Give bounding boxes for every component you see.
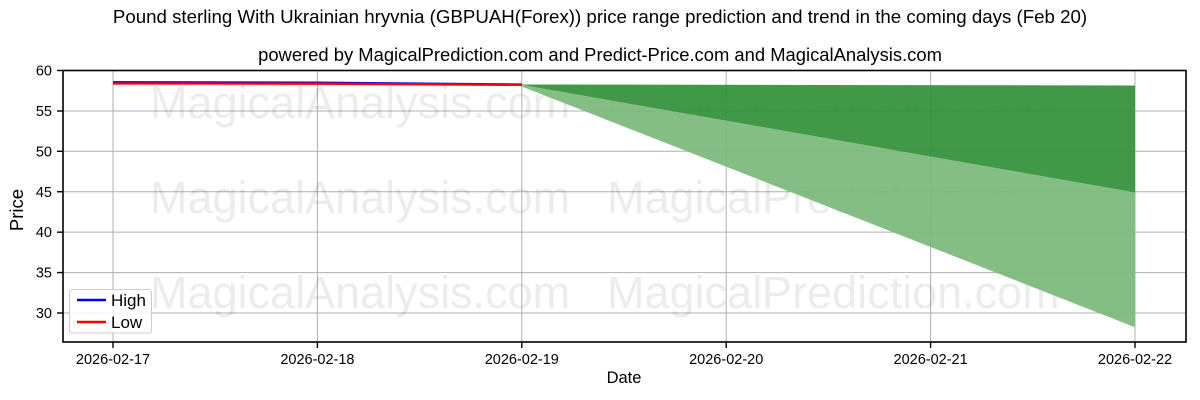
- svg-text:2026-02-22: 2026-02-22: [1098, 352, 1172, 368]
- svg-text:35: 35: [36, 266, 52, 282]
- svg-text:45: 45: [36, 185, 52, 201]
- svg-text:50: 50: [36, 144, 52, 160]
- svg-text:40: 40: [36, 225, 52, 241]
- svg-text:MagicalAnalysis.com: MagicalAnalysis.com: [150, 267, 570, 318]
- svg-text:2026-02-21: 2026-02-21: [894, 352, 968, 368]
- svg-text:2026-02-19: 2026-02-19: [485, 352, 559, 368]
- svg-text:High: High: [111, 291, 146, 310]
- svg-text:30: 30: [36, 306, 52, 322]
- svg-text:2026-02-17: 2026-02-17: [76, 352, 150, 368]
- svg-text:55: 55: [36, 104, 52, 120]
- svg-text:60: 60: [36, 64, 52, 80]
- svg-text:Low: Low: [111, 313, 143, 332]
- svg-text:2026-02-20: 2026-02-20: [689, 352, 763, 368]
- svg-text:MagicalAnalysis.com: MagicalAnalysis.com: [150, 172, 570, 223]
- svg-text:Date: Date: [607, 369, 642, 387]
- svg-text:MagicalPrediction.com: MagicalPrediction.com: [607, 267, 1060, 318]
- svg-text:2026-02-18: 2026-02-18: [280, 352, 354, 368]
- svg-text:Price: Price: [6, 189, 27, 231]
